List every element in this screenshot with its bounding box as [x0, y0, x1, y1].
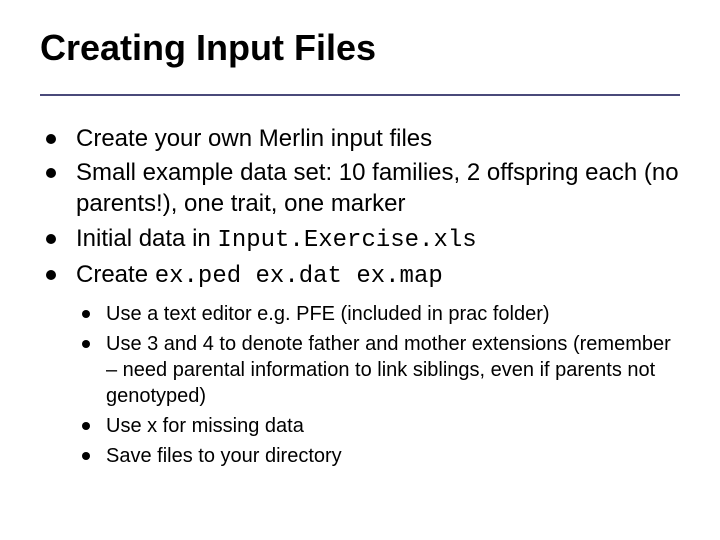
sub-bullet-item: Use x for missing data: [76, 413, 680, 439]
bullet-text: Small example data set: 10 families, 2 o…: [76, 159, 679, 217]
bullet-item: Initial data in Input.Exercise.xls: [40, 224, 680, 257]
slide-title: Creating Input Files: [40, 28, 680, 96]
sub-bullet-item: Use a text editor e.g. PFE (included in …: [76, 301, 680, 327]
sub-bullet-item: Save files to your directory: [76, 443, 680, 469]
bullet-text-prefix: Initial data in: [76, 225, 217, 252]
bullet-item: Create ex.ped ex.dat ex.map Use a text e…: [40, 260, 680, 469]
bullet-text-prefix: Create: [76, 261, 155, 288]
bullet-item: Small example data set: 10 families, 2 o…: [40, 158, 680, 219]
bullet-text: Create your own Merlin input files: [76, 125, 432, 152]
slide: Creating Input Files Create your own Mer…: [0, 0, 720, 540]
sub-bullet-text: Use x for missing data: [106, 415, 304, 437]
sub-bullet-text: Save files to your directory: [106, 445, 342, 467]
bullet-code: Input.Exercise.xls: [217, 227, 476, 254]
bullet-item: Create your own Merlin input files: [40, 124, 680, 155]
sub-bullet-list: Use a text editor e.g. PFE (included in …: [76, 301, 680, 469]
sub-bullet-item: Use 3 and 4 to denote father and mother …: [76, 331, 680, 409]
main-bullet-list: Create your own Merlin input files Small…: [40, 124, 680, 470]
sub-bullet-text: Use a text editor e.g. PFE (included in …: [106, 303, 550, 325]
sub-bullet-text: Use 3 and 4 to denote father and mother …: [106, 333, 671, 407]
bullet-code: ex.ped ex.dat ex.map: [155, 263, 443, 290]
